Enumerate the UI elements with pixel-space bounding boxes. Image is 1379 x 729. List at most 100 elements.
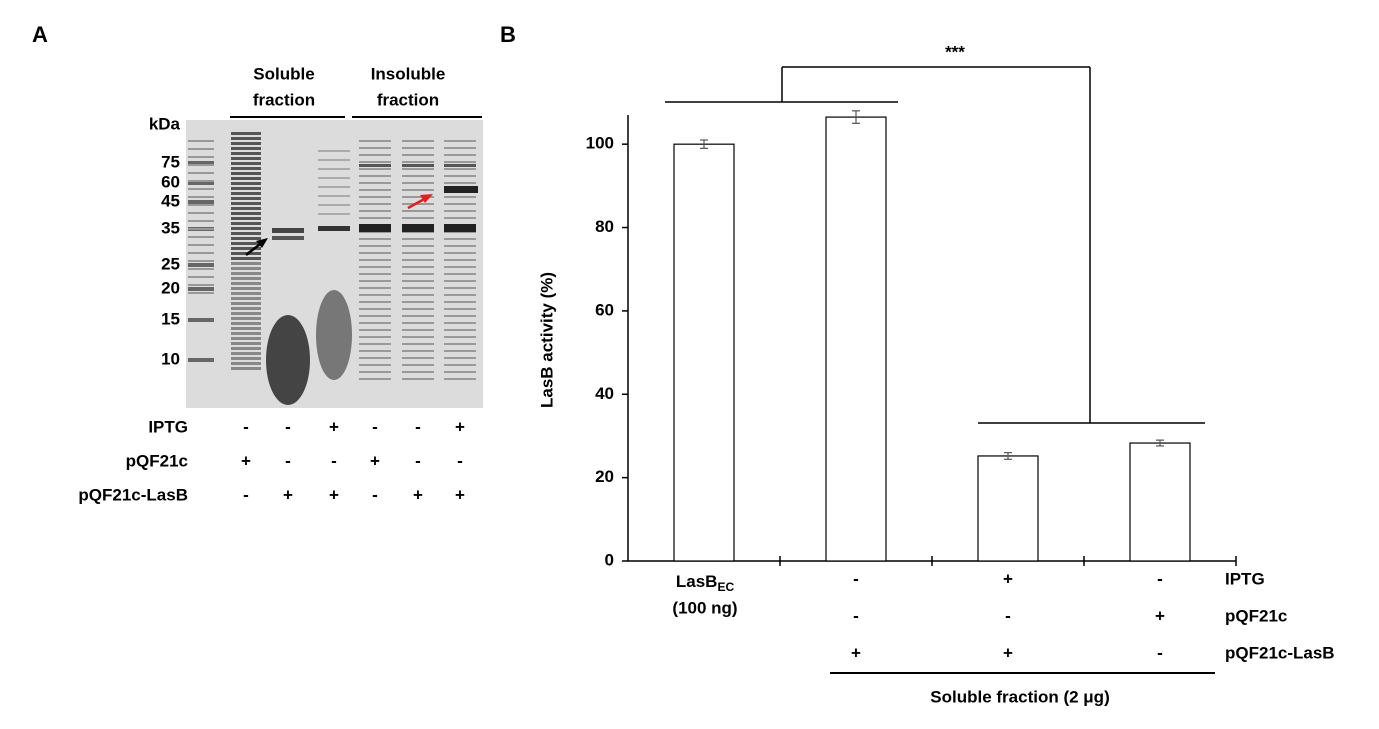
- gel-band: [444, 350, 476, 352]
- gel-band: [231, 162, 261, 165]
- gel-band: [402, 161, 434, 163]
- sign: +: [241, 451, 251, 470]
- gel-band: [231, 297, 261, 300]
- gel-band: [359, 182, 391, 184]
- significance-bracket: [665, 66, 1205, 424]
- y-tick-label: 40: [595, 384, 614, 403]
- sign: -: [1157, 569, 1163, 588]
- gel-band: [444, 329, 476, 331]
- gel-band: [188, 181, 214, 185]
- gel-band: [231, 212, 261, 215]
- row-label: pQF21c-LasB: [78, 485, 188, 504]
- gel-band: [402, 252, 434, 254]
- gel-band: [402, 301, 434, 303]
- gel-band: [444, 266, 476, 268]
- gel-band: [188, 268, 214, 270]
- significance: ***: [945, 42, 965, 61]
- gel-band: [188, 156, 214, 158]
- unit-label: kDa: [149, 114, 181, 133]
- gel-band: [188, 164, 214, 166]
- gel-band: [231, 292, 261, 295]
- sign: -: [415, 417, 421, 436]
- gel-band: [359, 140, 391, 142]
- gel-band: [231, 287, 261, 290]
- gel-band: [444, 217, 476, 219]
- gel-band: [231, 242, 261, 245]
- gel-band: [359, 378, 391, 380]
- gel-smear: [316, 290, 352, 380]
- gel-band: [188, 358, 214, 362]
- gel-band: [444, 336, 476, 338]
- gel-band: [402, 154, 434, 156]
- gel-band: [231, 272, 261, 275]
- gel-band: [188, 220, 214, 222]
- bar: [673, 143, 735, 562]
- gel-band: [444, 308, 476, 310]
- gel-band: [188, 260, 214, 262]
- sign: +: [1155, 606, 1165, 625]
- gel-band: [402, 189, 434, 191]
- sign: -: [415, 451, 421, 470]
- gel-band: [188, 148, 214, 150]
- gel-band: [231, 142, 261, 145]
- gel-band: [188, 244, 214, 246]
- category-name: LasB: [676, 572, 718, 591]
- gel-band: [444, 203, 476, 205]
- gel-band: [231, 282, 261, 285]
- gel-band: [231, 232, 261, 235]
- condition-label: pQF21c: [1225, 606, 1287, 625]
- gel-band: [231, 362, 261, 365]
- gel-band: [188, 140, 214, 142]
- gel-band: [402, 196, 434, 198]
- bar: [1129, 442, 1191, 562]
- gel-band: [402, 364, 434, 366]
- gel-band: [402, 168, 434, 170]
- gel-band: [444, 273, 476, 275]
- gel-band: [318, 177, 350, 179]
- gel-band: [359, 287, 391, 289]
- gel-band: [231, 337, 261, 340]
- gel-band: [402, 350, 434, 352]
- gel-band: [444, 371, 476, 373]
- gel-band: [359, 343, 391, 345]
- gel-band: [231, 267, 261, 270]
- gel-band: [444, 175, 476, 177]
- gel-band: [359, 238, 391, 240]
- gel-band: [359, 217, 391, 219]
- row-label: IPTG: [148, 417, 188, 436]
- gel-band: [188, 180, 214, 182]
- gel-band: [231, 257, 261, 260]
- arrow-head: [256, 238, 268, 248]
- gel-band: [318, 195, 350, 197]
- group-header: Soluble: [253, 64, 314, 83]
- gel-band: [359, 371, 391, 373]
- gel-band: [444, 210, 476, 212]
- gel-band: [402, 343, 434, 345]
- gel-band: [188, 161, 214, 165]
- group-label: Soluble fraction (2 μg): [930, 687, 1109, 706]
- gel-band: [231, 217, 261, 220]
- sign: +: [329, 417, 339, 436]
- gel-band: [444, 322, 476, 324]
- gel-band: [359, 329, 391, 331]
- category-subscript: EC: [717, 580, 734, 594]
- sign: +: [455, 417, 465, 436]
- gel-band: [231, 322, 261, 325]
- error-bar: [1156, 439, 1164, 447]
- error-bar: [1004, 452, 1012, 460]
- gel-band: [444, 161, 476, 163]
- gel-band: [359, 301, 391, 303]
- marker-label: 60: [161, 172, 180, 191]
- gel-band: [444, 252, 476, 254]
- y-tick-label: 20: [595, 467, 614, 486]
- gel-band: [444, 301, 476, 303]
- gel-band: [359, 273, 391, 275]
- y-tick-label: 80: [595, 217, 614, 236]
- gel-band: [359, 308, 391, 310]
- gel-band: [359, 266, 391, 268]
- gel-band: [188, 263, 214, 267]
- sign: +: [370, 451, 380, 470]
- sign: +: [1003, 569, 1013, 588]
- gel-band: [444, 315, 476, 317]
- gel-band: [402, 371, 434, 373]
